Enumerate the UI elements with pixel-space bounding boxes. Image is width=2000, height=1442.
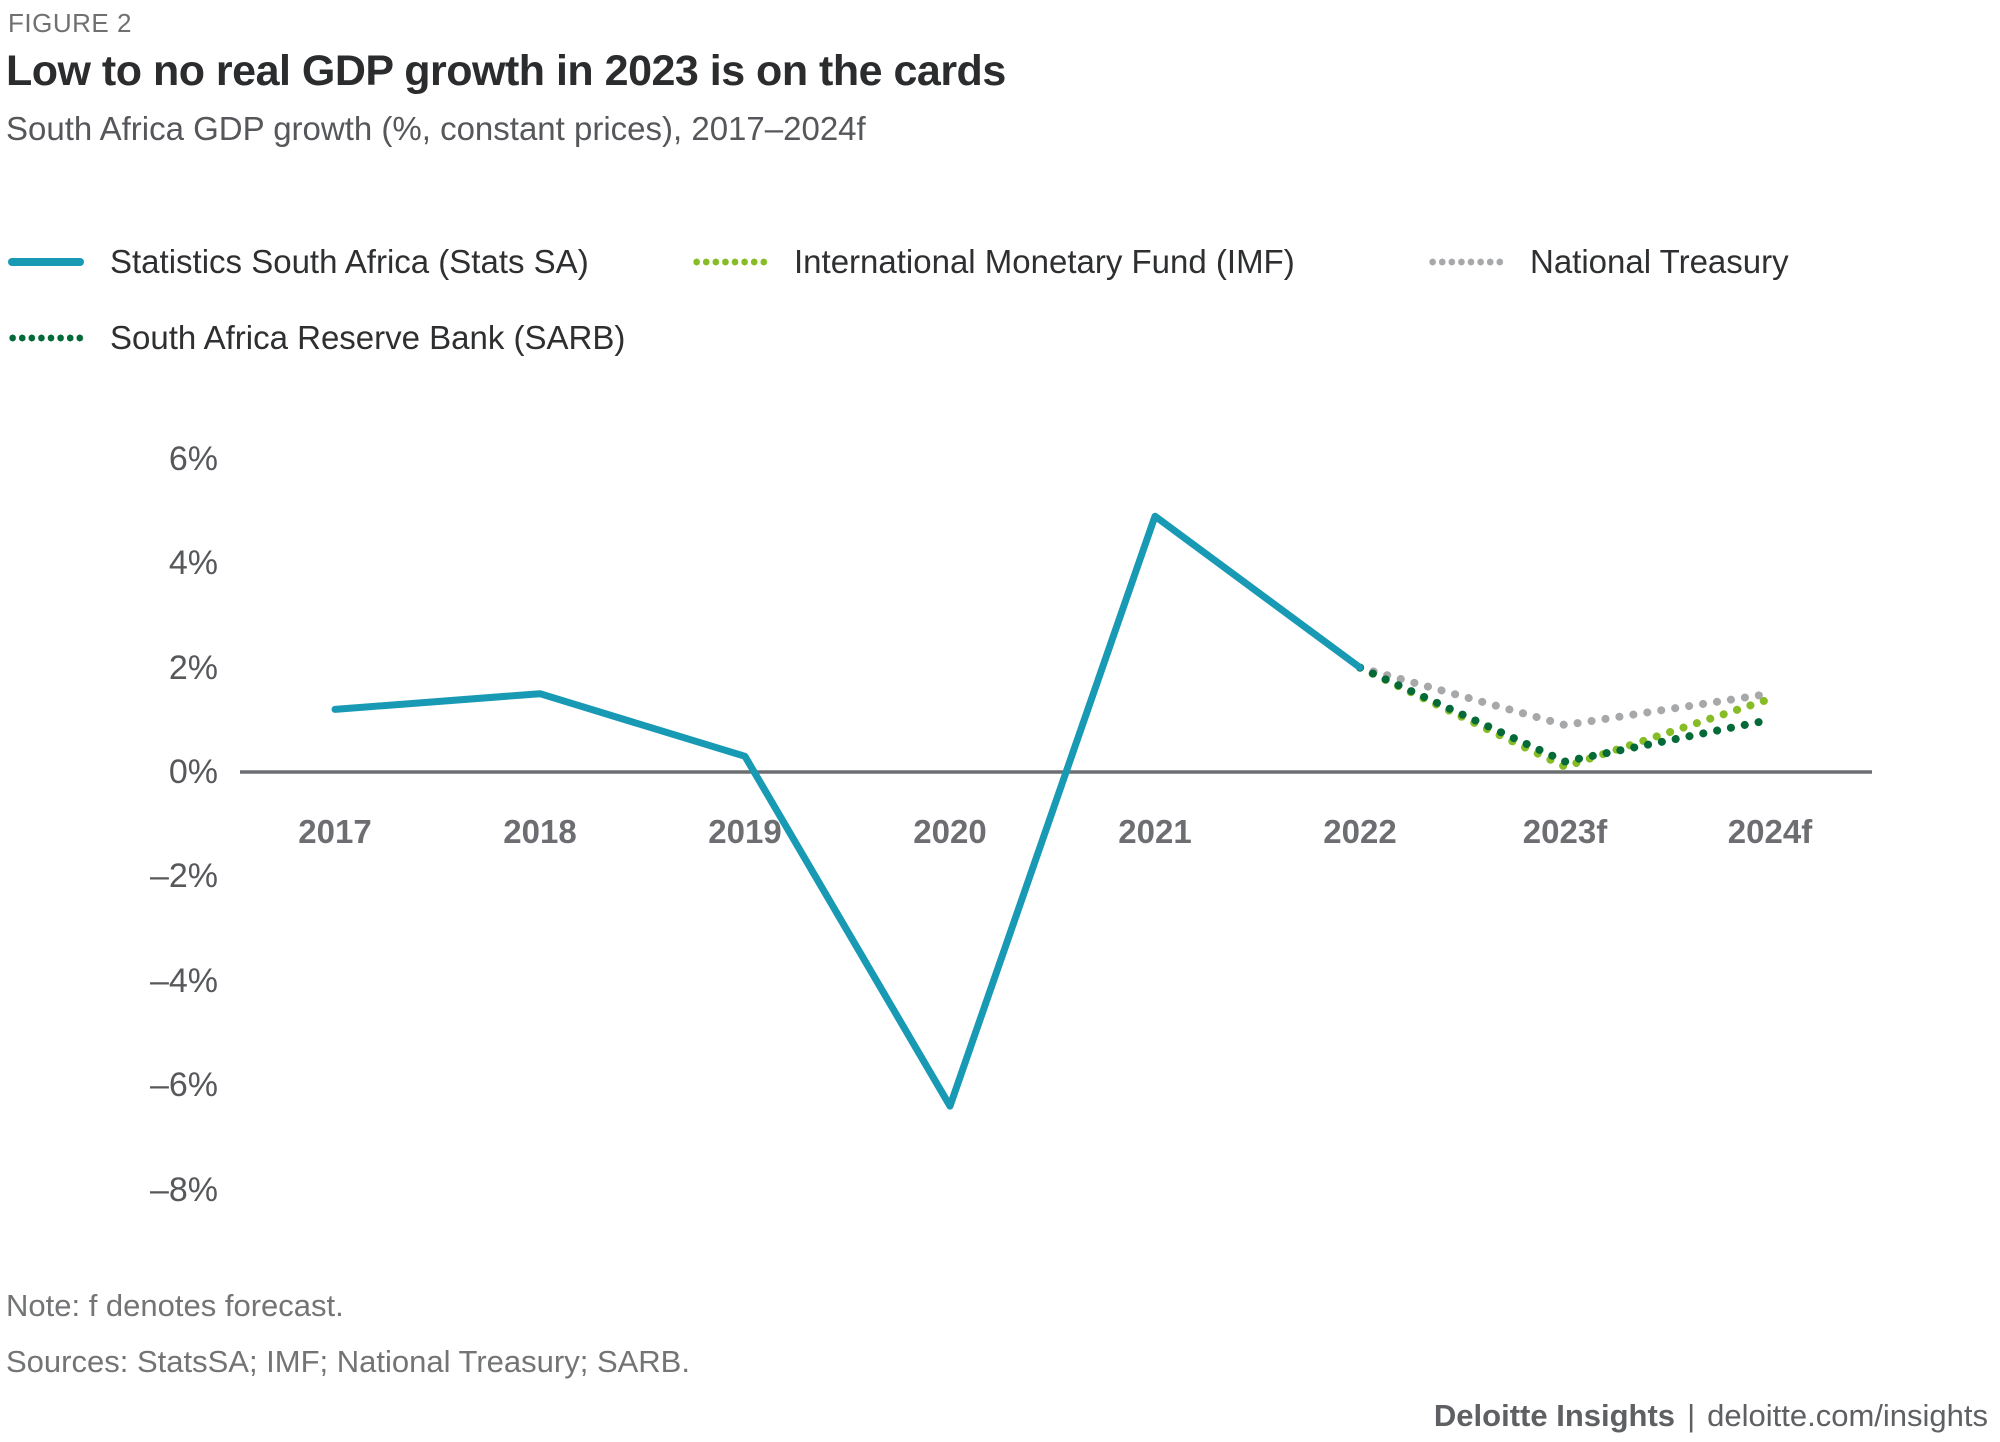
footer-url: deloitte.com/insights <box>1707 1398 1988 1433</box>
legend-label-imf: International Monetary Fund (IMF) <box>794 243 1295 280</box>
y-tick-label: 2% <box>168 648 218 687</box>
legend-label-national-treasury: National Treasury <box>1530 243 1789 280</box>
y-tick-label: 6% <box>168 439 218 478</box>
x-category-label: 2021 <box>1118 813 1192 850</box>
sources: Sources: StatsSA; IMF; National Treasury… <box>6 1344 690 1379</box>
legend-item-national-treasury: National Treasury <box>1428 242 1789 282</box>
series-line-statistics-south-africa-stats-sa- <box>331 512 1364 1110</box>
x-category-label: 2019 <box>708 813 782 850</box>
footer-brand: Deloitte Insights <box>1433 1398 1676 1433</box>
footer: Deloitte Insights | deloitte.com/insights <box>1434 1398 1988 1434</box>
legend-item-imf: International Monetary Fund (IMF) <box>692 242 1295 282</box>
chart-subtitle: South Africa GDP growth (%, constant pri… <box>6 110 866 147</box>
y-tick-label: 0% <box>168 753 218 791</box>
x-category-label: 2023f <box>1522 813 1608 850</box>
note: Note: f denotes forecast. <box>6 1288 344 1323</box>
legend-label-stats-sa: Statistics South Africa (Stats SA) <box>110 243 589 280</box>
dotted-line-swatch-icon <box>692 258 768 266</box>
y-tick-label: –6% <box>149 1066 218 1105</box>
y-tick-label: –2% <box>149 857 218 896</box>
series-line-national-treasury <box>1356 663 1774 730</box>
y-tick-label: 4% <box>168 544 218 583</box>
dotted-line-swatch-icon <box>8 334 84 342</box>
y-tick-label: –4% <box>149 961 218 1000</box>
x-category-label: 2018 <box>503 813 577 850</box>
y-tick-label: –8% <box>149 1170 218 1209</box>
footer-separator: | <box>1687 1398 1696 1433</box>
x-category-label: 2024f <box>1727 813 1813 850</box>
legend-item-sarb: South Africa Reserve Bank (SARB) <box>8 318 625 358</box>
solid-line-swatch-icon <box>8 258 84 266</box>
chart-title: Low to no real GDP growth in 2023 is on … <box>6 47 1006 95</box>
x-category-label: 2022 <box>1323 813 1397 850</box>
series-line-south-africa-reserve-bank-sarb- <box>1356 663 1774 766</box>
x-category-label: 2017 <box>298 813 372 850</box>
series-line-international-monetary-fund-imf- <box>1356 663 1774 771</box>
legend-label-sarb: South Africa Reserve Bank (SARB) <box>110 319 626 356</box>
legend-item-stats-sa: Statistics South Africa (Stats SA) <box>8 242 589 282</box>
dotted-line-swatch-icon <box>1428 258 1504 266</box>
x-category-label: 2020 <box>913 813 987 850</box>
figure-label: FIGURE 2 <box>8 8 132 38</box>
